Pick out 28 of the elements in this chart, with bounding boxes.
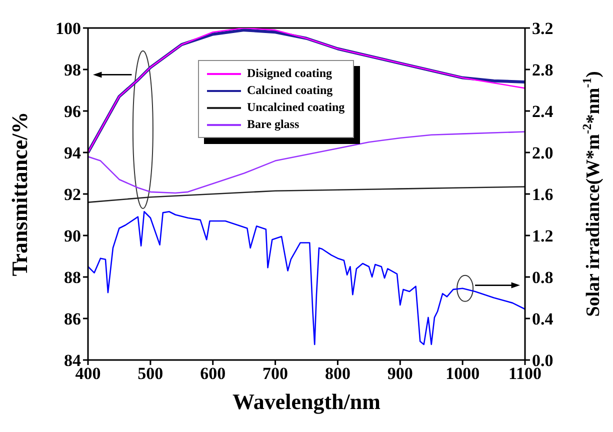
- x-tick-label: 600: [200, 364, 226, 384]
- y2-tick-label: 1.2: [532, 226, 554, 246]
- y-axis-title: Transmittance/%: [7, 112, 32, 276]
- y2-tick-label: 3.2: [532, 19, 554, 38]
- legend-label: Disigned coating: [247, 66, 332, 81]
- x-tick-label: 900: [387, 364, 413, 384]
- y2-tick-label: 0.8: [532, 268, 554, 288]
- x-tick-label: 1000: [446, 364, 480, 384]
- y-tick-label: 92: [64, 185, 81, 204]
- y-tick-label: 88: [64, 268, 81, 288]
- legend-label: Uncalcined coating: [247, 100, 345, 115]
- x-tick-label: 700: [262, 364, 288, 384]
- y2-tick-label: 0.4: [532, 310, 554, 329]
- y2-tick-label: 1.6: [532, 185, 554, 204]
- y-tick-label: 86: [64, 310, 81, 329]
- legend-label: Bare glass: [247, 117, 300, 132]
- x-tick-label: 500: [138, 364, 164, 384]
- y-tick-label: 90: [64, 226, 81, 246]
- y-tick-label: 100: [56, 19, 81, 38]
- y-tick-label: 96: [64, 102, 81, 122]
- x-axis-title: Wavelength/nm: [232, 389, 380, 414]
- x-tick-label: 800: [324, 364, 350, 384]
- y2-tick-label: 2.0: [532, 144, 554, 163]
- y-tick-label: 94: [64, 144, 82, 163]
- y2-tick-label: 2.4: [532, 102, 554, 122]
- y-tick-label: 98: [64, 60, 81, 80]
- y2-tick-label: 2.8: [532, 60, 554, 80]
- legend-label: Calcined coating: [247, 83, 333, 98]
